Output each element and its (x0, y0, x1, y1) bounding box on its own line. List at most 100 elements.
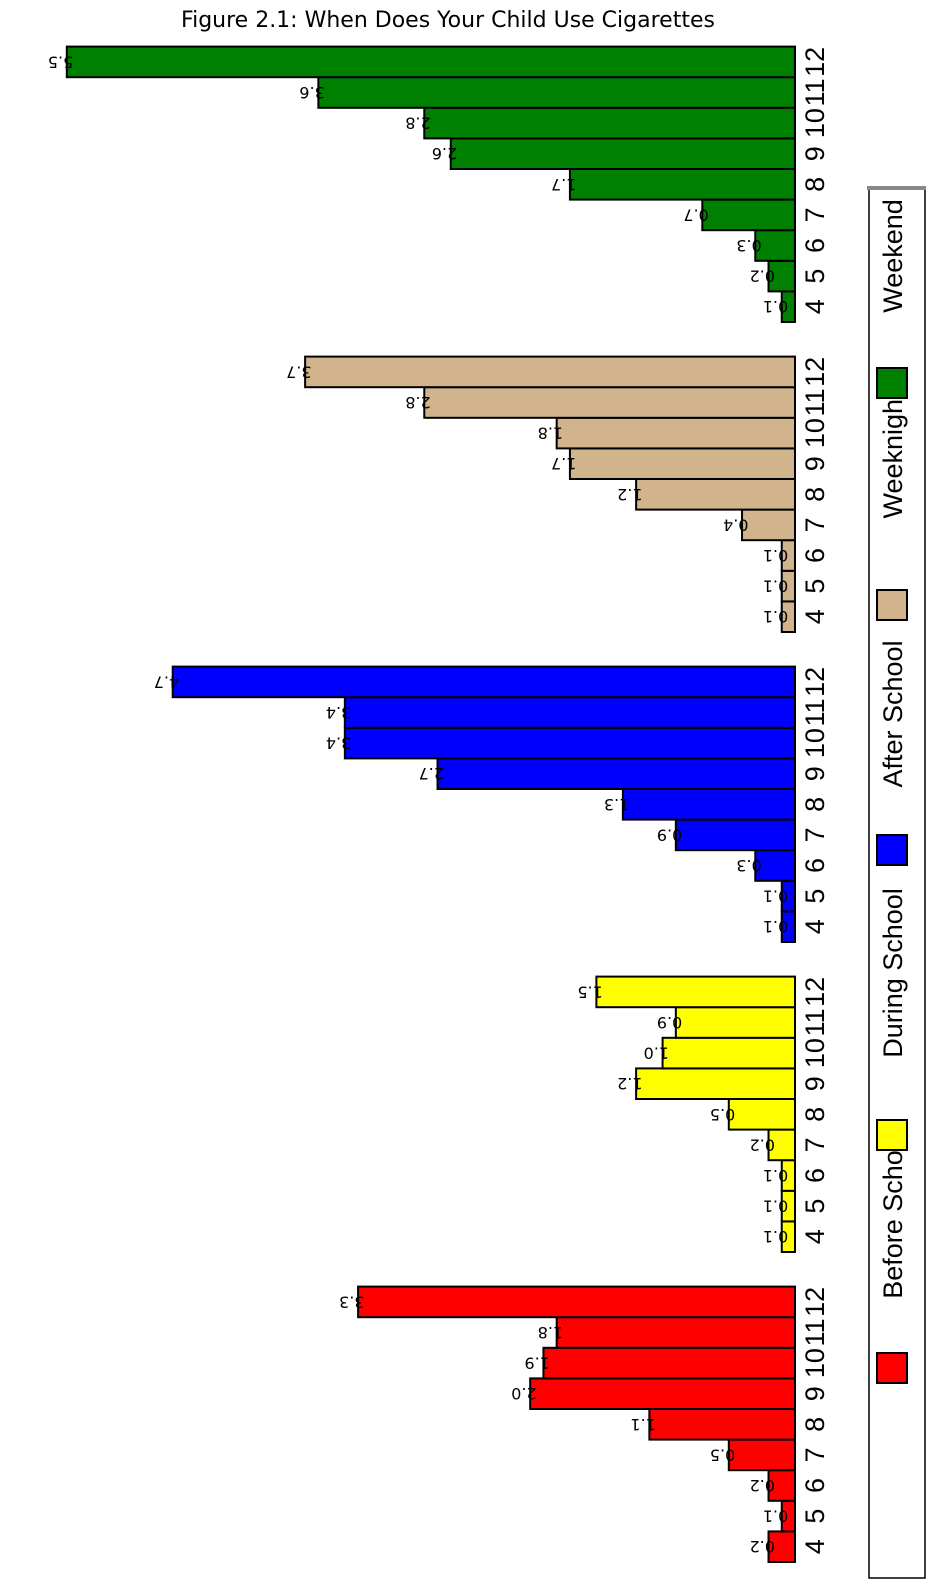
category-tick-label: 10 (800, 1038, 830, 1068)
category-tick-label: 10 (800, 728, 830, 758)
data-label: 0.1 (763, 1507, 788, 1526)
data-label: 4.7 (154, 672, 179, 691)
bar (304, 355, 796, 389)
category-tick-label: 11 (800, 78, 830, 106)
bar (555, 416, 796, 450)
bar (568, 168, 796, 201)
category-tick-label: 8 (800, 1107, 830, 1122)
data-label: 1.9 (524, 1354, 549, 1373)
bar (661, 1036, 796, 1070)
category-tick-label: 12 (800, 977, 830, 1007)
category-tick-label: 9 (800, 1076, 830, 1091)
category-tick-label: 6 (800, 548, 830, 563)
legend-label: Weeknight (878, 391, 908, 519)
category-tick-label: 11 (800, 388, 830, 416)
bar (357, 1285, 796, 1319)
bar (423, 106, 796, 140)
category-tick-label: 11 (800, 1008, 830, 1036)
category-tick-label: 5 (800, 579, 830, 594)
data-label: 2.0 (511, 1384, 536, 1403)
data-label: 0.9 (657, 1013, 682, 1032)
bar (767, 1530, 797, 1564)
chart-title: Figure 2.1: When Does Your Child Use Cig… (181, 8, 715, 33)
data-label: 1.8 (538, 424, 563, 443)
bar (65, 45, 797, 79)
bar (171, 665, 797, 699)
bar (621, 788, 796, 821)
category-tick-label: 10 (800, 1348, 830, 1378)
legend-label: Weekend (878, 199, 908, 313)
category-tick-label: 10 (800, 418, 830, 448)
legend-swatch (876, 834, 908, 866)
data-label: 0.2 (750, 1476, 775, 1495)
bar (436, 757, 796, 791)
category-tick-label: 8 (800, 797, 830, 812)
category-tick-label: 5 (800, 889, 830, 904)
category-tick-label: 5 (800, 269, 830, 284)
data-label: 0.1 (763, 917, 788, 936)
category-tick-label: 12 (800, 357, 830, 387)
category-tick-label: 4 (800, 1539, 830, 1554)
category-tick-label: 4 (800, 609, 830, 624)
category-tick-label: 7 (800, 1137, 830, 1152)
legend-label: Before School (878, 1129, 908, 1299)
bar (635, 478, 796, 511)
category-tick-label: 4 (800, 1229, 830, 1244)
category-tick-label: 12 (800, 1287, 830, 1317)
legend-swatch (876, 589, 908, 621)
legend: Before School During School After School We… (867, 186, 926, 1579)
category-tick-label: 5 (800, 1199, 830, 1214)
category-tick-label: 4 (800, 299, 830, 314)
bar (767, 259, 797, 293)
bar (529, 1377, 796, 1411)
data-label: 3.3 (339, 1292, 364, 1311)
bar (542, 1346, 796, 1380)
data-label: 2.6 (432, 144, 457, 163)
category-tick-label: 6 (800, 238, 830, 253)
category-tick-label: 9 (800, 146, 830, 161)
data-label: 1.0 (644, 1044, 669, 1063)
data-label: 0.4 (723, 515, 748, 534)
category-tick-label: 8 (800, 487, 830, 502)
data-label: 1.8 (538, 1323, 563, 1342)
data-label: 1.3 (604, 795, 629, 814)
category-tick-label: 8 (800, 177, 830, 192)
data-label: 1.2 (617, 485, 642, 504)
data-label: 3.4 (326, 734, 351, 753)
data-label: 0.5 (710, 1105, 735, 1124)
data-label: 0.1 (763, 297, 788, 316)
category-tick-label: 11 (800, 698, 830, 726)
data-label: 0.2 (750, 1135, 775, 1154)
bar (595, 975, 797, 1009)
category-tick-label: 4 (800, 919, 830, 934)
data-label: 3.7 (286, 362, 311, 381)
data-label: 1.2 (617, 1074, 642, 1093)
data-label: 0.1 (763, 577, 788, 596)
data-label: 0.1 (763, 546, 788, 565)
data-label: 3.6 (299, 83, 324, 102)
bar (674, 1006, 797, 1039)
bar (727, 1098, 796, 1131)
category-tick-label: 6 (800, 1478, 830, 1493)
data-label: 0.2 (750, 267, 775, 286)
bar (568, 447, 796, 480)
category-tick-label: 7 (800, 517, 830, 532)
category-tick-label: 9 (800, 1386, 830, 1401)
bar (343, 726, 796, 760)
category-tick-label: 7 (800, 1447, 830, 1462)
data-label: 0.1 (763, 1227, 788, 1246)
bar (555, 1316, 796, 1349)
data-label: 2.8 (405, 114, 430, 133)
bar (423, 386, 796, 419)
category-tick-label: 7 (800, 827, 830, 842)
legend-swatch (876, 1119, 908, 1151)
category-tick-label: 11 (800, 1318, 830, 1346)
data-label: 5.5 (48, 52, 73, 71)
data-label: 0.3 (736, 236, 761, 255)
bar (449, 137, 796, 170)
data-label: 0.1 (763, 1166, 788, 1185)
